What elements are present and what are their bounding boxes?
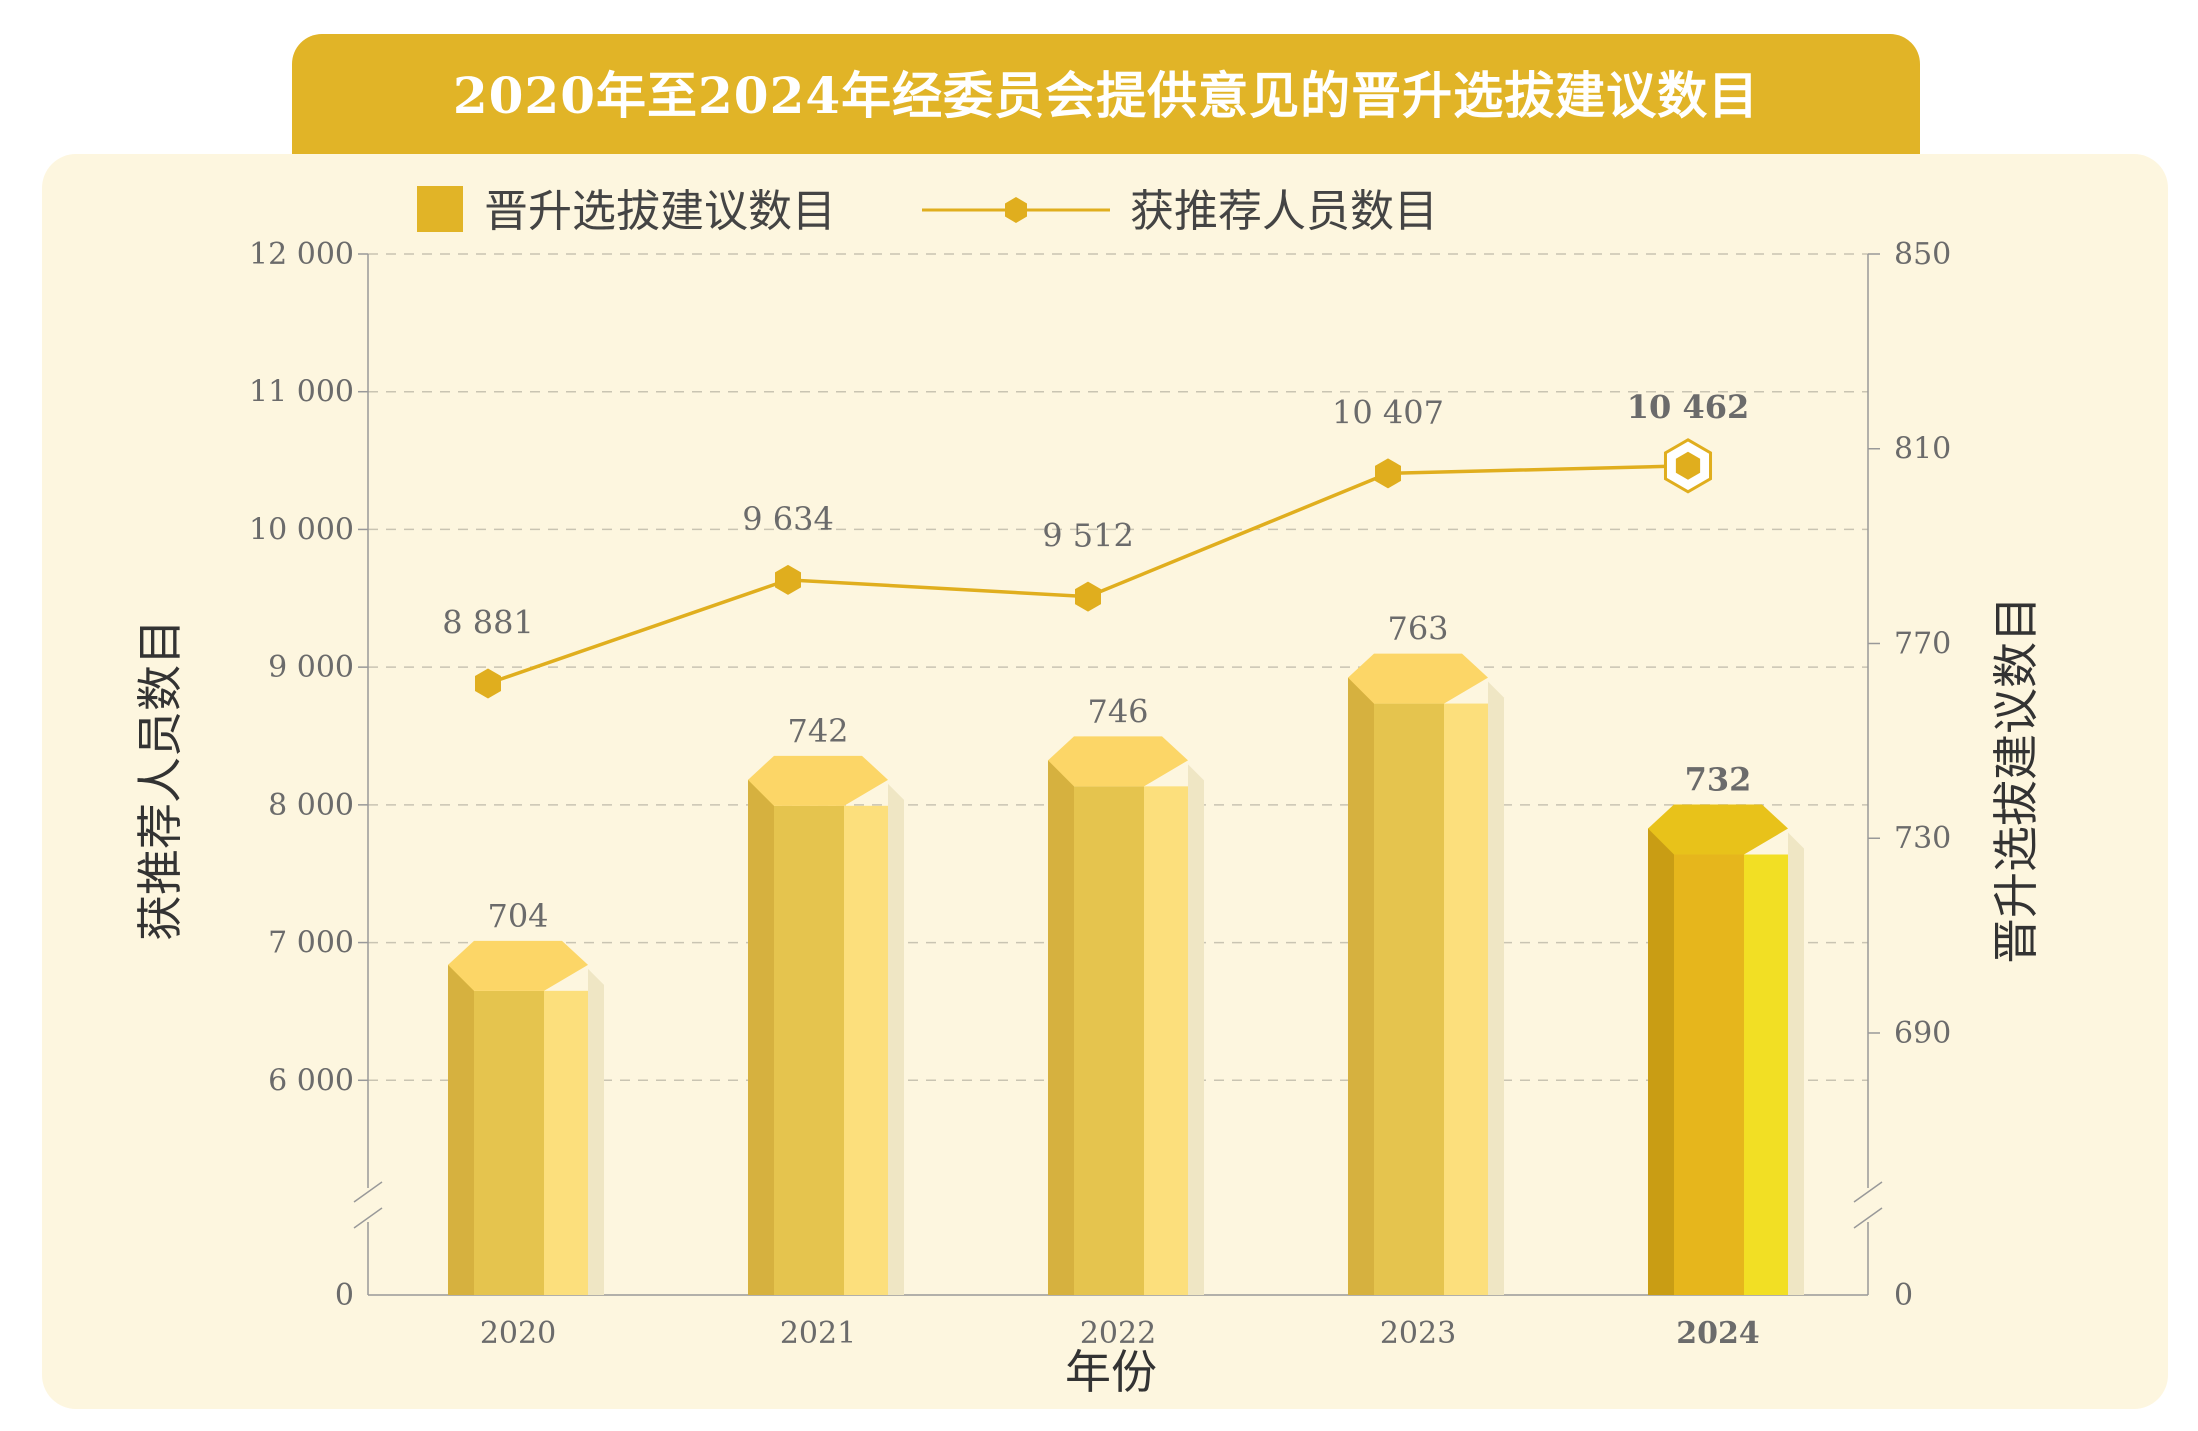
bar — [748, 755, 904, 1295]
y-left-axis-title: 获推荐人员数目 — [133, 619, 187, 941]
line-point — [775, 564, 801, 595]
line-point — [1675, 451, 1701, 480]
axis-break-mark — [353, 1181, 383, 1203]
y-left-tick-label: 8 000 — [268, 788, 354, 823]
x-tick-label: 2023 — [1380, 1316, 1456, 1351]
bar-front-face — [774, 805, 844, 1295]
bar-value-label: 732 — [1685, 761, 1752, 799]
bar-top-cap — [748, 755, 888, 806]
line-value-label: 10 407 — [1332, 393, 1444, 431]
bar-shadow — [1488, 681, 1504, 1295]
x-tick-label: 2020 — [480, 1316, 556, 1351]
axes: 6 000 7 000 8 000 9 000 10 000 11 000 12 000 69… — [249, 237, 1951, 1313]
bar-left-face — [1348, 677, 1374, 1295]
y-right-tick-label: 810 — [1894, 432, 1951, 467]
y-right-tick-label: 690 — [1894, 1016, 1951, 1051]
y-left-tick-label: 10 000 — [249, 512, 354, 547]
bar-right-face — [544, 990, 588, 1295]
line-point — [1075, 581, 1101, 612]
bar-shadow — [588, 968, 604, 1295]
line-point — [1375, 458, 1401, 489]
line-value-label: 10 462 — [1627, 388, 1749, 426]
bar-value-label: 763 — [1387, 610, 1448, 648]
y-left-tick-label: 9 000 — [268, 650, 354, 685]
series-line — [487, 464, 1689, 686]
x-tick-label: 2024 — [1676, 1316, 1760, 1351]
bar-left-face — [448, 964, 474, 1295]
legend-hexagon-icon — [1005, 197, 1027, 223]
bar-top-cap — [448, 940, 588, 991]
data-labels: 704 2020 742 2021 746 2022 763 2023 732 2024 8 881… — [442, 388, 1760, 1351]
bar-right-face — [1444, 703, 1488, 1295]
bar-front-face — [1074, 786, 1144, 1295]
bar-left-face — [748, 779, 774, 1295]
line-value-label: 8 881 — [442, 604, 534, 642]
y-right-tick-label: 770 — [1894, 626, 1951, 661]
bar-front-face — [474, 990, 544, 1295]
x-axis-title: 年份 — [1065, 1345, 1157, 1399]
bars — [448, 653, 1804, 1295]
bar-top-cap — [1648, 804, 1788, 855]
y-left-tick-label: 6 000 — [268, 1063, 354, 1098]
bar-shadow — [1788, 832, 1804, 1295]
line-point — [475, 668, 501, 699]
bar-shadow — [1188, 764, 1204, 1295]
bar-value-label: 704 — [487, 897, 548, 935]
bar — [448, 940, 604, 1295]
bar-right-face — [1144, 786, 1188, 1295]
y-left-tick-label: 7 000 — [268, 926, 354, 961]
bar-left-face — [1648, 828, 1674, 1295]
chart-title-tab: 2020年至2024年经委员会提供意见的晋升选拔建议数目 — [292, 34, 1920, 158]
bar-front-face — [1374, 703, 1444, 1295]
legend-bar-label: 晋升选拔建议数目 — [484, 186, 836, 237]
y-right-axis-title: 晋升选拔建议数目 — [1989, 596, 2043, 964]
y-right-tick-label: 850 — [1894, 237, 1951, 272]
y-left-zero-label: 0 — [335, 1278, 354, 1313]
bar-value-label: 742 — [787, 712, 848, 750]
bar — [1048, 736, 1204, 1295]
bar-top-cap — [1048, 736, 1188, 787]
y-left-tick-label: 11 000 — [249, 375, 354, 410]
bar-left-face — [1048, 760, 1074, 1295]
axis-break-mark — [1853, 1207, 1883, 1229]
line-value-label: 9 512 — [1042, 517, 1134, 555]
y-right-zero-label: 0 — [1894, 1278, 1913, 1313]
bar — [1648, 804, 1804, 1295]
legend-line-label: 获推荐人员数目 — [1130, 186, 1438, 237]
chart-title: 2020年至2024年经委员会提供意见的晋升选拔建议数目 — [452, 66, 1760, 125]
axis-break-mark — [1853, 1181, 1883, 1203]
legend: 晋升选拔建议数目 获推荐人员数目 — [417, 186, 1438, 237]
bar-right-face — [844, 805, 888, 1295]
bar-value-label: 746 — [1087, 692, 1148, 730]
bar-shadow — [888, 783, 904, 1295]
bar-front-face — [1674, 854, 1744, 1295]
line-value-label: 9 634 — [742, 500, 834, 538]
bar — [1348, 653, 1504, 1295]
x-tick-label: 2022 — [1080, 1316, 1156, 1351]
y-left-tick-label: 12 000 — [249, 237, 354, 272]
axis-break-mark — [353, 1207, 383, 1229]
legend-bar-swatch — [417, 186, 463, 232]
bar-right-face — [1744, 854, 1788, 1295]
bar-top-cap — [1348, 653, 1488, 704]
y-right-tick-label: 730 — [1894, 821, 1951, 856]
x-tick-label: 2021 — [780, 1316, 856, 1351]
line-series — [475, 438, 1713, 699]
